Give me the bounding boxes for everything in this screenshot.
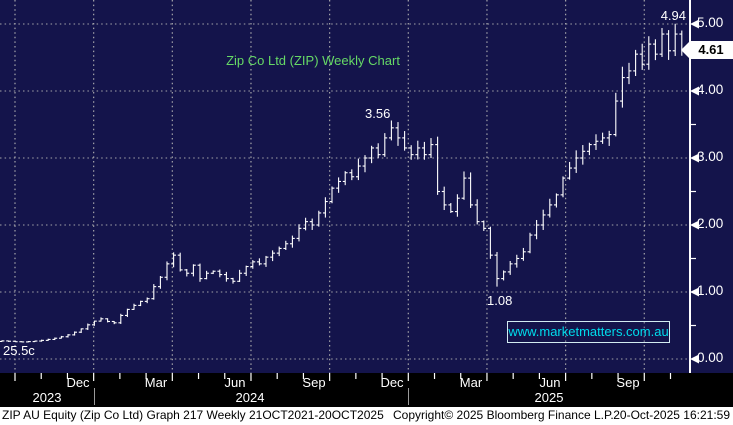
footer-security-info: ZIP AU Equity (Zip Co Ltd) Graph 217 Wee… bbox=[2, 408, 384, 422]
x-year-label-2024: 2024 bbox=[235, 390, 265, 405]
x-label-mar-2025: Mar bbox=[459, 375, 483, 390]
x-label-jun-2024: Jun bbox=[224, 375, 246, 390]
y-axis-label-5.00: 5.00 bbox=[697, 15, 724, 30]
x-label-mar-2024: Mar bbox=[144, 375, 168, 390]
chart-title: Zip Co Ltd (ZIP) Weekly Chart bbox=[226, 53, 400, 68]
x-label-dec-2024: Dec bbox=[380, 375, 404, 390]
y-axis-label-1.00: 1.00 bbox=[697, 283, 724, 298]
annotation-low-25.5c: 25.5c bbox=[3, 343, 35, 358]
x-axis-strip bbox=[0, 373, 733, 407]
y-axis-label-4.00: 4.00 bbox=[697, 82, 724, 97]
footer-copyright: Copyright© 2025 Bloomberg Finance L.P. bbox=[393, 408, 614, 422]
y-axis bbox=[689, 0, 699, 373]
last-price-flag: 4.61 bbox=[689, 41, 733, 59]
year-divider-2024-2025 bbox=[408, 388, 409, 405]
last-price-flag-arrow-icon bbox=[681, 41, 690, 59]
footer-timestamp: 20-Oct-2025 16:21:59 bbox=[613, 408, 730, 422]
annotation-trough-1.08: 1.08 bbox=[487, 293, 513, 308]
price-bars bbox=[0, 23, 685, 343]
x-label-sep-2025: Sep bbox=[616, 375, 640, 390]
annotation-peak-3.56: 3.56 bbox=[365, 106, 391, 121]
x-axis-ticks bbox=[14, 373, 672, 381]
year-divider-2023-2024 bbox=[94, 388, 95, 405]
x-year-label-2025: 2025 bbox=[534, 390, 564, 405]
x-label-jun-2025: Jun bbox=[539, 375, 561, 390]
footer-bar: ZIP AU Equity (Zip Co Ltd) Graph 217 Wee… bbox=[0, 407, 733, 425]
x-label-dec-2023: Dec bbox=[66, 375, 90, 390]
marketmatters-watermark-link[interactable]: www.marketmatters.com.au bbox=[507, 321, 670, 343]
y-axis-label-3.00: 3.00 bbox=[697, 149, 724, 164]
x-year-label-2023: 2023 bbox=[32, 390, 62, 405]
x-label-sep-2024: Sep bbox=[302, 375, 326, 390]
y-axis-label-2.00: 2.00 bbox=[697, 216, 724, 231]
y-axis-label-0.00: 0.00 bbox=[697, 350, 724, 365]
annotation-high-4.94: 4.94 bbox=[660, 8, 686, 23]
horizontal-gridlines bbox=[0, 23, 690, 360]
